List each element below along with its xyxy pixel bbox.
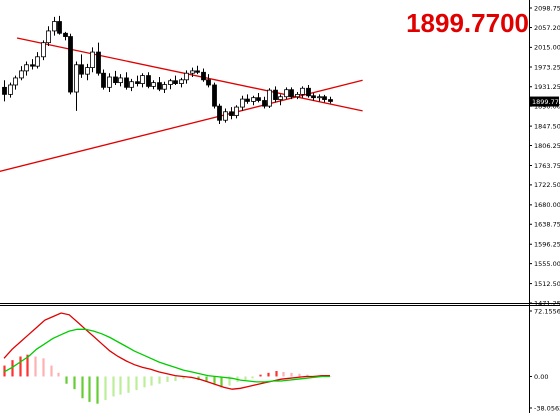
candle-body	[129, 81, 134, 88]
candle-body	[140, 75, 145, 84]
candle-body	[146, 75, 151, 87]
candle-body	[124, 77, 129, 88]
candle-body	[8, 84, 13, 95]
y-tick-label: 1763.75	[534, 162, 560, 170]
candle-body	[118, 77, 123, 84]
candle-body	[195, 70, 200, 73]
candle-body	[300, 87, 305, 95]
candle-body	[284, 89, 289, 98]
candle-body	[19, 70, 24, 79]
current-price-label: 1899.7700	[406, 8, 529, 38]
trendline	[16, 37, 363, 112]
candle-body	[74, 64, 79, 93]
signal-line	[3, 328, 330, 383]
candle-body	[190, 70, 195, 74]
candle-body	[162, 84, 167, 90]
candle-body	[251, 97, 256, 102]
candle-body	[151, 82, 156, 87]
y-tick-label: 1555.00	[534, 260, 560, 268]
candle-body	[206, 79, 211, 86]
trendline	[0, 79, 363, 172]
candle-body	[30, 64, 35, 67]
y-tick-label: 2098.75	[534, 4, 560, 12]
macd-y-tick-label: 0.00	[534, 373, 548, 381]
candle-body	[2, 86, 7, 95]
candle-body	[35, 56, 40, 67]
candle-body	[46, 30, 51, 44]
y-tick-label: 1722.50	[534, 181, 560, 189]
candle-body	[168, 80, 173, 85]
candle-body	[57, 21, 62, 34]
y-tick-label: 1471.25	[534, 299, 560, 307]
y-tick-label: 1931.25	[534, 83, 560, 91]
candle-body	[201, 71, 206, 81]
price-tag	[530, 96, 559, 107]
candle-body	[229, 111, 234, 116]
price-tag-label: 1899.77	[532, 98, 559, 106]
candles	[2, 15, 333, 125]
macd-y-tick-label: -38.0562	[534, 404, 560, 412]
y-tick-label: 1680.00	[534, 201, 560, 209]
candle-body	[328, 99, 333, 102]
candle-body	[273, 89, 278, 100]
candle-body	[317, 96, 322, 99]
candle-body	[90, 51, 95, 68]
candle-body	[101, 72, 106, 88]
candle-body	[256, 97, 261, 101]
candle-body	[223, 111, 228, 121]
candle-body	[113, 76, 118, 84]
macd-panel	[3, 312, 332, 404]
candle-body	[96, 51, 101, 74]
candle-body	[295, 93, 300, 98]
y-tick-label: 1638.75	[534, 221, 560, 229]
candle-body	[234, 106, 239, 116]
candle-body	[173, 80, 178, 84]
trendlines	[0, 37, 363, 172]
candle-body	[184, 72, 189, 81]
candle-body	[135, 81, 140, 84]
y-tick-label: 1847.50	[534, 122, 560, 130]
y-tick-label: 2057.20	[534, 24, 560, 32]
candle-body	[13, 77, 18, 86]
candle-body	[157, 82, 162, 90]
candle-body	[79, 64, 84, 75]
candle-body	[63, 32, 68, 37]
candle-body	[41, 42, 46, 58]
y-tick-label: 2015.00	[534, 44, 560, 52]
y-tick-label: 1512.50	[534, 280, 560, 288]
candle-body	[289, 89, 294, 98]
candle-body	[179, 79, 184, 84]
y-tick-label: 1973.25	[534, 63, 560, 71]
y-tick-label: 1806.25	[534, 142, 560, 150]
candle-body	[262, 100, 267, 107]
candle-body	[306, 87, 311, 97]
candle-body	[217, 105, 222, 121]
macd-y-tick-label: 72.1556	[534, 307, 560, 315]
candle-body	[85, 67, 90, 75]
candle-body	[267, 89, 272, 107]
candle-body	[245, 98, 250, 102]
candle-body	[322, 96, 327, 100]
candle-body	[212, 84, 217, 107]
price-tag-group: 1899.77	[530, 96, 559, 107]
candle-body	[68, 36, 73, 93]
candle-body	[24, 64, 29, 72]
y-tick-label: 1596.25	[534, 241, 560, 249]
candle-body	[278, 96, 283, 100]
candle-body	[311, 95, 316, 99]
y-axis: 2098.752057.202015.001973.251931.251890.…	[529, 4, 560, 412]
candle-body	[52, 21, 57, 32]
candle-body	[107, 76, 112, 88]
candle-body	[240, 98, 245, 108]
